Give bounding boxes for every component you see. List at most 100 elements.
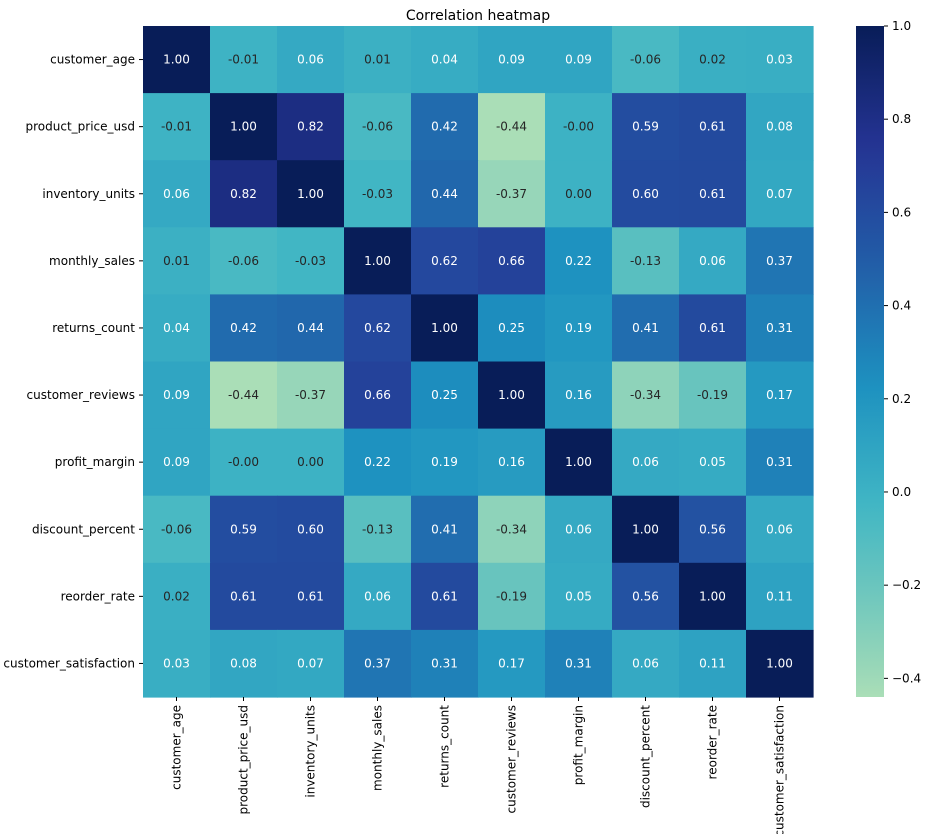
heatmap-cell [411,294,479,363]
cell-value-label: 0.59 [230,522,257,536]
colorbar-tick-label: 0.6 [892,205,911,219]
heatmap-cell [478,93,546,161]
y-tick-label: discount_percent [32,522,135,536]
cell-value-label: 0.62 [364,321,391,335]
cell-value-label: -0.06 [228,254,259,268]
heatmap-cell [344,428,412,497]
cell-value-label: 0.02 [163,589,190,603]
heatmap-cell [344,562,412,631]
cell-value-label: 0.31 [431,656,458,670]
x-tick-label: customer_reviews [505,705,519,813]
cell-value-label: 0.22 [565,254,592,268]
heatmap-cell [143,227,211,295]
colorbar-tick-label: 0.0 [892,485,911,499]
heatmap-cell [612,227,680,295]
heatmap-cells: 1.00 -0.01 0.06 0.01 0.04 0.09 0.09 -0.06 0.02 0.… [143,26,814,698]
heatmap-cell [277,361,345,430]
heatmap-cell [746,160,814,228]
x-tick-label: returns_count [438,705,452,788]
heatmap-cell [679,227,747,295]
cell-value-label: -0.13 [362,522,393,536]
heatmap-cell [411,160,479,228]
heatmap-cell [746,361,814,430]
cell-value-label: 0.56 [699,522,726,536]
heatmap-cell [545,93,613,161]
cell-value-label: 0.09 [498,53,525,67]
cell-value-label: 0.37 [766,254,793,268]
heatmap-cell [344,495,412,564]
cell-value-label: 0.02 [699,53,726,67]
y-tick-label: customer_satisfaction [3,656,135,670]
cell-value-label: 0.31 [766,455,793,469]
y-tick-label: inventory_units [42,187,135,201]
heatmap-cell [143,26,211,94]
heatmap-cell [210,26,278,94]
cell-value-label: 0.82 [230,187,257,201]
y-tick-labels: customer_age product_price_usd inventory_u… [3,53,143,670]
chart-title: Correlation heatmap [406,8,550,24]
heatmap-cell [478,294,546,363]
x-tick-label: product_price_usd [237,705,251,815]
cell-value-label: 1.00 [431,321,458,335]
y-tick-label: monthly_sales [49,254,135,268]
heatmap-cell [277,160,345,228]
cell-value-label: 0.25 [498,321,525,335]
cell-value-label: 0.66 [498,254,525,268]
cell-value-label: 1.00 [699,589,726,603]
heatmap-cell [344,294,412,363]
y-tick-label: reorder_rate [61,589,135,603]
heatmap-cell [411,26,479,94]
heatmap-cell [612,361,680,430]
heatmap-cell [478,26,546,94]
cell-value-label: 0.06 [565,522,592,536]
heatmap-cell [545,629,613,698]
colorbar-tick-label: −0.2 [892,578,921,592]
cell-value-label: 0.61 [699,321,726,335]
cell-value-label: 0.82 [297,120,324,134]
cell-value-label: 0.05 [699,455,726,469]
cell-value-label: -0.03 [295,254,326,268]
heatmap-cell [210,629,278,698]
cell-value-label: 0.22 [364,455,391,469]
heatmap-cell [344,160,412,228]
heatmap-cell [746,629,814,698]
heatmap-cell [746,93,814,161]
colorbar-gradient-bar [856,26,884,697]
cell-value-label: -0.00 [228,455,259,469]
heatmap-cell [746,562,814,631]
heatmap-cell [545,294,613,363]
colorbar-tick-label: 1.0 [892,19,911,33]
x-tick-labels: customer_age product_price_usd inventory_u… [170,697,787,834]
cell-value-label: 0.06 [297,53,324,67]
cell-value-label: 0.60 [297,522,324,536]
heatmap-cell [143,93,211,161]
heatmap-cell [545,160,613,228]
cell-value-label: 0.17 [498,656,525,670]
cell-value-label: 1.00 [297,187,324,201]
cell-value-label: 0.61 [431,589,458,603]
heatmap-cell [612,160,680,228]
cell-value-label: -0.13 [630,254,661,268]
cell-value-label: 0.59 [632,120,659,134]
heatmap-cell [746,294,814,363]
heatmap-cell [679,562,747,631]
heatmap-cell [143,495,211,564]
x-tick-label: inventory_units [304,705,318,798]
cell-value-label: -0.44 [496,120,527,134]
cell-value-label: 0.61 [230,589,257,603]
heatmap-cell [344,629,412,698]
cell-value-label: 0.00 [297,455,324,469]
cell-value-label: 1.00 [498,388,525,402]
heatmap-cell [746,26,814,94]
cell-value-label: 0.11 [699,656,726,670]
cell-value-label: 0.07 [766,187,793,201]
heatmap-cell [612,294,680,363]
cell-value-label: 0.62 [431,254,458,268]
cell-value-label: 0.44 [297,321,324,335]
heatmap-cell [210,562,278,631]
heatmap-cell [679,294,747,363]
y-tick-label: profit_margin [55,455,135,469]
heatmap-cell [612,495,680,564]
